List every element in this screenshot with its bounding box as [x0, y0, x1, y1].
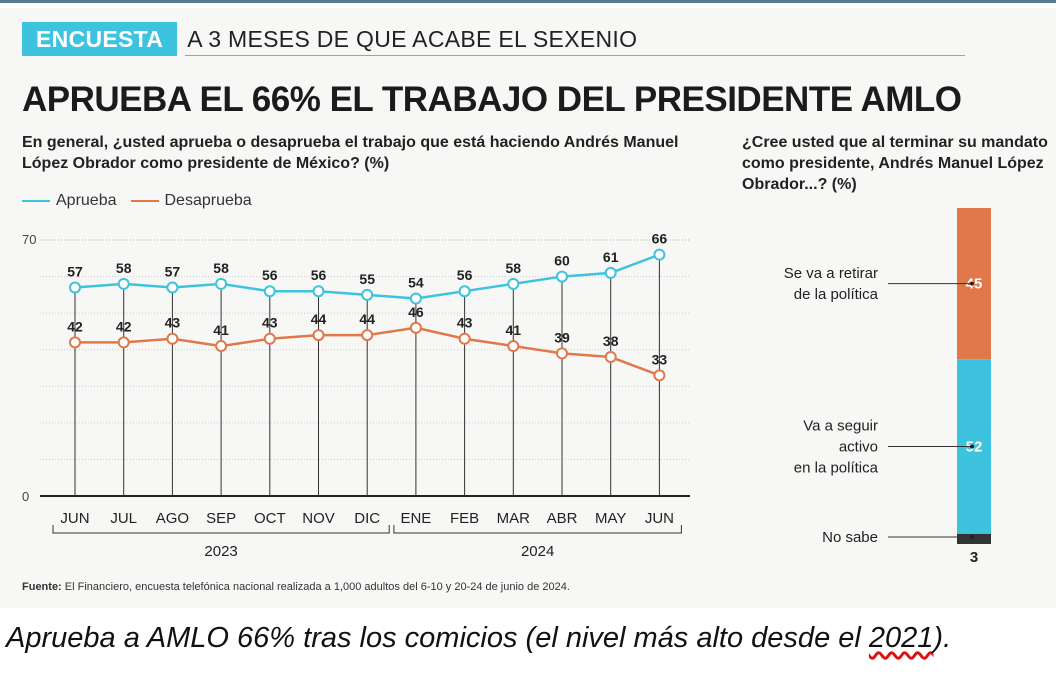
year-bracket — [393, 525, 682, 534]
source-label: Fuente: — [22, 581, 62, 593]
x-tick-label: JUL — [110, 510, 137, 527]
x-tick-label: JUN — [60, 510, 89, 527]
x-tick-label: JUN — [645, 510, 674, 527]
data-label-desaprueba: 42 — [67, 318, 83, 334]
data-point-aprueba — [409, 292, 422, 305]
year-bracket — [52, 525, 390, 534]
data-point-aprueba — [166, 281, 179, 294]
data-label-aprueba: 61 — [603, 249, 619, 265]
data-label-desaprueba: 39 — [554, 329, 570, 345]
data-point-aprueba — [507, 277, 520, 290]
data-point-desaprueba — [117, 336, 130, 349]
data-label-desaprueba: 41 — [506, 322, 522, 338]
line-chart-question: En general, ¿usted aprueba o desaprueba … — [22, 134, 679, 172]
data-point-aprueba — [556, 270, 568, 283]
data-point-desaprueba — [166, 332, 179, 345]
x-tick-label: AGO — [156, 510, 189, 527]
caption-text: Aprueba a AMLO 66% tras los comicios (el… — [6, 622, 869, 654]
data-point-aprueba — [69, 281, 81, 294]
data-label-aprueba: 66 — [652, 231, 668, 247]
data-point-desaprueba — [215, 340, 228, 353]
data-label-desaprueba: 46 — [408, 304, 424, 320]
year-label: 2024 — [521, 543, 554, 560]
kicker-divider — [185, 55, 965, 56]
kicker-tag: ENCUESTA — [22, 22, 178, 56]
data-label-aprueba: 56 — [457, 267, 473, 283]
year-label: 2023 — [204, 543, 237, 560]
legend-swatch-desaprueba — [130, 200, 159, 202]
data-label-desaprueba: 44 — [311, 311, 327, 327]
data-point-desaprueba — [556, 347, 568, 360]
x-tick-label: MAR — [497, 510, 531, 527]
data-label-aprueba: 56 — [311, 267, 327, 283]
data-point-aprueba — [604, 266, 617, 279]
x-tick-label: ABR — [547, 510, 578, 527]
caption-year: 2021 — [868, 622, 934, 654]
data-label-aprueba: 56 — [262, 267, 278, 283]
data-point-desaprueba — [653, 369, 666, 382]
legend-label-desaprueba: Desaprueba — [164, 192, 252, 209]
data-label-desaprueba: 44 — [359, 311, 375, 327]
infographic-card — [0, 8, 1056, 608]
chart-legend: Aprueba Desaprueba — [22, 192, 252, 210]
x-tick-label: NOV — [302, 510, 335, 527]
x-tick-label: SEP — [206, 510, 236, 527]
data-point-desaprueba — [69, 336, 81, 349]
kicker: ENCUESTA A 3 MESES DE QUE ACABE EL SEXEN… — [22, 22, 647, 56]
data-point-aprueba — [653, 248, 666, 261]
data-point-desaprueba — [409, 321, 422, 334]
y-tick-label: 70 — [22, 232, 36, 247]
data-label-desaprueba: 42 — [116, 318, 132, 334]
data-label-aprueba: 58 — [506, 260, 522, 276]
data-point-aprueba — [117, 277, 130, 290]
data-point-aprueba — [263, 285, 276, 298]
data-point-desaprueba — [361, 329, 374, 342]
kicker-text: A 3 MESES DE QUE ACABE EL SEXENIO — [187, 25, 638, 52]
data-point-desaprueba — [263, 332, 276, 345]
data-label-aprueba: 57 — [67, 264, 83, 280]
data-label-aprueba: 57 — [165, 264, 181, 280]
data-point-aprueba — [458, 285, 471, 298]
legend-item-desaprueba: Desaprueba — [130, 192, 252, 210]
legend-swatch-aprueba — [22, 200, 50, 202]
data-label-desaprueba: 38 — [603, 333, 619, 349]
x-tick-label: OCT — [254, 510, 286, 527]
data-label-aprueba: 54 — [408, 275, 424, 291]
data-label-aprueba: 58 — [213, 260, 229, 276]
data-label-desaprueba: 43 — [165, 315, 181, 331]
data-point-aprueba — [312, 285, 325, 298]
data-point-desaprueba — [458, 332, 471, 345]
x-tick-label: DIC — [354, 510, 380, 527]
data-label-aprueba: 58 — [116, 260, 132, 276]
data-label-aprueba: 60 — [554, 253, 570, 269]
data-label-desaprueba: 43 — [262, 315, 278, 331]
data-point-desaprueba — [312, 329, 325, 342]
x-tick-label: FEB — [450, 510, 479, 527]
legend-item-aprueba: Aprueba — [22, 192, 117, 210]
legend-label-aprueba: Aprueba — [56, 192, 117, 209]
x-tick-label: MAY — [595, 510, 626, 527]
data-point-aprueba — [215, 277, 228, 290]
data-label-desaprueba: 41 — [213, 322, 229, 338]
y-tick-label: 0 — [22, 489, 29, 504]
caption: Aprueba a AMLO 66% tras los comicios (el… — [6, 622, 951, 655]
x-tick-label: ENE — [400, 510, 431, 527]
stack-chart-question: ¿Cree usted que al terminar su mandato c… — [742, 134, 1048, 193]
data-point-aprueba — [361, 288, 374, 301]
data-label-aprueba: 55 — [359, 271, 375, 287]
data-point-desaprueba — [604, 351, 617, 364]
source-note: Fuente: El Financiero, encuesta telefóni… — [22, 581, 570, 593]
data-point-desaprueba — [507, 340, 520, 353]
caption-end: ). — [933, 622, 952, 654]
data-label-desaprueba: 33 — [652, 351, 668, 367]
headline: APRUEBA EL 66% EL TRABAJO DEL PRESIDENTE… — [22, 80, 962, 119]
top-rule — [0, 0, 1056, 3]
source-text: El Financiero, encuesta telefónica nacio… — [64, 581, 570, 593]
approval-line-chart: 70 0 57 58 57 58 56 56 55 54 56 58 60 61 66 42 42 43 41 43 4… — [22, 231, 690, 560]
data-label-desaprueba: 43 — [457, 315, 473, 331]
